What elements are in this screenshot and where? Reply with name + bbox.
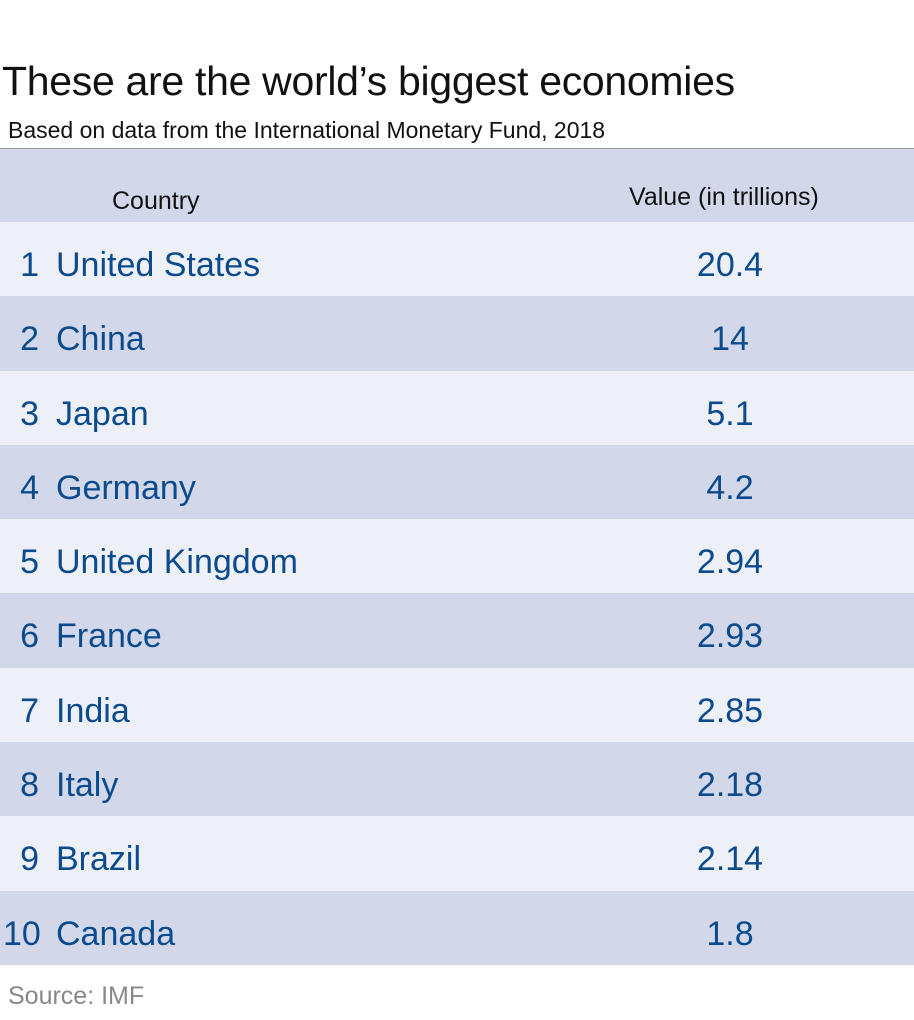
table-row: 4 Germany 4.2 [0,444,914,520]
rank-cell: 4 [20,468,39,507]
value-cell: 2.14 [696,840,764,879]
table-row: 10 Canada 1.8 [0,890,914,965]
column-header-value: Value (in trillions) [629,183,819,211]
table-row: 6 France 2.93 [0,593,914,668]
country-cell: India [56,691,130,730]
country-cell: Italy [56,766,119,805]
country-cell: Japan [56,394,149,433]
value-cell: 2.94 [696,543,764,582]
value-cell: 2.93 [696,617,764,656]
table-row: 5 United Kingdom 2.94 [0,519,914,594]
column-header-country: Country [112,187,200,215]
table-row: 1 United States 20.4 [0,222,914,297]
economies-table: Country Value (in trillions) 1 United Sta… [0,148,914,965]
value-cell: 14 [711,320,749,359]
country-cell: France [56,617,162,656]
value-cell: 1.8 [706,914,754,953]
country-cell: United Kingdom [56,543,298,582]
value-cell: 2.18 [696,766,764,805]
rank-cell: 8 [20,766,39,805]
value-cell: 20.4 [696,246,764,284]
country-cell: Brazil [56,840,142,879]
table-row: 3 Japan 5.1 [0,370,914,445]
table-row: 7 India 2.85 [0,667,914,743]
source-note: Source: IMF [8,982,145,1010]
rank-cell: 5 [20,543,39,582]
country-cell: Germany [56,468,196,507]
rank-cell: 6 [20,617,39,656]
value-cell: 2.85 [696,691,764,730]
chart-title: These are the world’s biggest economies [2,58,735,104]
rank-cell: 7 [20,691,39,730]
chart-subtitle: Based on data from the International Mon… [8,117,606,143]
value-cell: 4.2 [706,468,754,507]
rank-cell: 1 [20,246,39,284]
rank-cell: 3 [20,394,39,433]
table-row: 9 Brazil 2.14 [0,816,914,891]
country-cell: China [56,320,145,359]
table-row: 2 China 14 [0,296,914,371]
rank-cell: 2 [20,320,39,359]
table-header: Country Value (in trillions) [0,149,914,222]
table-row: 8 Italy 2.18 [0,742,914,817]
value-cell: 5.1 [706,394,754,433]
rank-cell: 10 [3,914,41,953]
country-cell: Canada [56,914,176,953]
country-cell: United States [56,246,261,284]
rank-cell: 9 [20,840,39,879]
